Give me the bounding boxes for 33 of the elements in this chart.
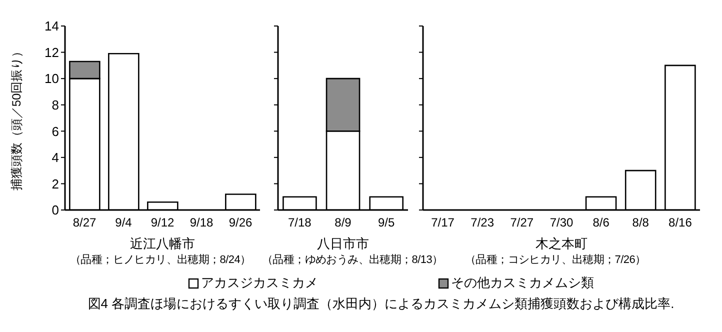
x-tick-label: 8/16 (668, 216, 692, 230)
x-tick-label: 7/18 (288, 216, 312, 230)
text: （品種；ヒノヒカリ、出穂期；8/24） (70, 253, 251, 267)
text: （品種；ゆめおうみ、出穂期；8/13） (262, 253, 443, 267)
x-tick-label: 7/30 (550, 216, 574, 230)
x-tick-label: 8/6 (592, 216, 610, 230)
legend-label: アカスジカスミカメ (201, 274, 318, 292)
x-tick-label: 9/18 (190, 216, 214, 230)
y-tick-label: 0 (52, 202, 59, 218)
y-tick-label: 10 (44, 71, 59, 86)
caption: 図4 各調査ほ場におけるすくい取り調査（水田内）によるカスミカメムシ類捕獲頭数および構成比率. (86, 295, 676, 313)
x-tick-label: 7/17 (431, 216, 455, 230)
y-axis-title: 捕獲頭数（頭／50回振り） (9, 45, 24, 191)
x-tick-label: 7/23 (470, 216, 494, 230)
x-axis-title: 木之本町 (534, 236, 588, 252)
x-tick-label: 9/12 (150, 216, 174, 230)
y-tick-label: 8 (52, 97, 59, 112)
y-tick-label: 12 (44, 44, 59, 60)
y-tick-label: 14 (44, 18, 59, 34)
x-tick-label: 9/5 (378, 216, 395, 230)
x-tick-label: 7/27 (510, 216, 534, 230)
x-tick-label: 8/9 (334, 216, 352, 230)
y-tick-label: 2 (52, 176, 59, 192)
legend-label: その他カスミカメムシ類 (451, 274, 594, 292)
y-tick-label: 6 (52, 124, 59, 139)
x-tick-label: 9/4 (115, 216, 132, 230)
x-tick-label: 8/8 (632, 216, 650, 230)
x-axis-title: 八日市市 (316, 236, 370, 252)
x-axis-title: 近江八幡市 (129, 236, 196, 252)
y-tick-label: 4 (52, 150, 59, 166)
x-tick-label: 8/27 (72, 216, 96, 230)
x-tick-label: 9/26 (228, 216, 252, 230)
text: （品種；コシヒカリ、出穂期；7/26） (465, 253, 646, 267)
